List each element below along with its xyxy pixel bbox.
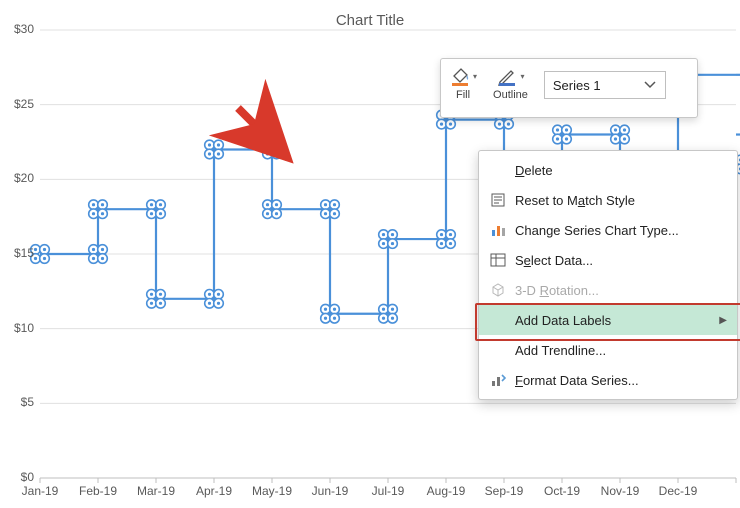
menu-item-label: Select Data... <box>515 253 727 268</box>
menu-item-label: Delete <box>515 163 727 178</box>
menu-item-format[interactable]: Format Data Series... <box>479 365 737 395</box>
cube-icon <box>487 282 509 298</box>
menu-item-delete[interactable]: Delete <box>479 155 737 185</box>
x-axis-label: Dec-19 <box>654 484 702 498</box>
submenu-arrow-icon: ▶ <box>719 315 727 326</box>
x-axis-label: Mar-19 <box>132 484 180 498</box>
x-axis-label: Nov-19 <box>596 484 644 498</box>
format-icon <box>487 372 509 388</box>
reset-icon <box>487 192 509 208</box>
mini-toolbar: ▾ Fill ▾ Outline Series 1 <box>440 58 698 118</box>
menu-item-label: Format Data Series... <box>515 373 727 388</box>
x-axis-label: Feb-19 <box>74 484 122 498</box>
menu-item-changetype[interactable]: Change Series Chart Type... <box>479 215 737 245</box>
charttype-icon <box>487 222 509 238</box>
x-axis-label: Aug-19 <box>422 484 470 498</box>
menu-item-label: 3-D Rotation... <box>515 283 727 298</box>
series-select-value: Series 1 <box>553 78 601 93</box>
paint-bucket-icon <box>449 65 471 87</box>
x-axis-label: Oct-19 <box>538 484 586 498</box>
menu-item-3d: 3-D Rotation... <box>479 275 737 305</box>
outline-label: Outline <box>493 89 528 101</box>
chevron-down-icon <box>643 80 657 90</box>
x-axis-label: Apr-19 <box>190 484 238 498</box>
menu-item-label: Add Trendline... <box>515 343 727 358</box>
y-axis-label: $30 <box>2 22 34 36</box>
outline-button[interactable]: ▾ Outline <box>485 59 536 115</box>
context-menu: Delete Reset to Match Style Change Series … <box>478 150 738 400</box>
menu-item-reset[interactable]: Reset to Match Style <box>479 185 737 215</box>
x-axis-label: Jun-19 <box>306 484 354 498</box>
y-axis-label: $10 <box>2 321 34 335</box>
menu-item-trendline[interactable]: Add Trendline... <box>479 335 737 365</box>
y-axis-label: $15 <box>2 246 34 260</box>
x-axis-label: May-19 <box>248 484 296 498</box>
menu-item-label: Add Data Labels <box>515 313 719 328</box>
fill-button[interactable]: ▾ Fill <box>441 59 485 115</box>
selectdata-icon <box>487 252 509 268</box>
x-axis-label: Jul-19 <box>364 484 412 498</box>
fill-label: Fill <box>456 89 470 101</box>
x-axis-label: Jan-19 <box>16 484 64 498</box>
x-axis-label: Sep-19 <box>480 484 528 498</box>
y-axis-label: $25 <box>2 97 34 111</box>
y-axis-label: $20 <box>2 171 34 185</box>
series-select[interactable]: Series 1 <box>544 71 666 99</box>
menu-item-label: Reset to Match Style <box>515 193 727 208</box>
menu-item-label: Change Series Chart Type... <box>515 223 727 238</box>
y-axis-label: $5 <box>2 395 34 409</box>
menu-item-selectdata[interactable]: Select Data... <box>479 245 737 275</box>
pen-icon <box>496 65 518 87</box>
menu-item-addlabels[interactable]: Add Data Labels▶ <box>479 305 737 335</box>
y-axis-label: $0 <box>2 470 34 484</box>
